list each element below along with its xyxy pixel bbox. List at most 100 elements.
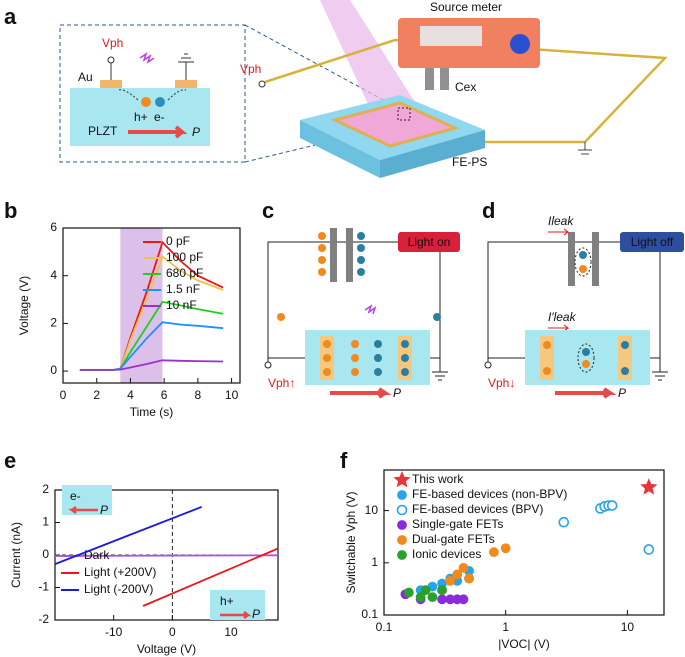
y-tick-label: -2 (38, 612, 49, 626)
wire (264, 38, 668, 144)
label: h+ (134, 110, 148, 124)
label: FE-PS (452, 155, 487, 169)
y-tick-label: -1 (38, 580, 49, 594)
x-tick-label: 4 (127, 388, 134, 402)
ground (652, 362, 668, 381)
label: Au (78, 70, 93, 84)
charge (579, 251, 587, 259)
x-tick-label: -10 (105, 625, 123, 639)
electron (155, 97, 165, 107)
star-marker (393, 471, 411, 488)
substrate (380, 130, 485, 178)
star-marker (640, 478, 658, 495)
point (558, 516, 570, 528)
legend-label: Single-gate FETs (412, 517, 503, 531)
x-tick-label: 1 (502, 620, 509, 634)
point (415, 592, 426, 603)
badge-text: Light off (631, 235, 674, 249)
light (364, 304, 377, 315)
series-line (54, 506, 203, 565)
series-line (79, 359, 224, 371)
electrode (100, 80, 122, 88)
point (397, 520, 407, 530)
label: P (100, 503, 108, 517)
label: Source meter (430, 0, 502, 14)
legend-label: Dark (84, 548, 110, 562)
point (488, 547, 499, 558)
knob (510, 34, 530, 54)
legend-label: Ionic devices (412, 547, 481, 561)
charges (323, 340, 359, 376)
legend-label: 680 pF (166, 266, 203, 280)
badge (620, 232, 684, 252)
series-line (142, 547, 279, 607)
terminal (264, 361, 272, 369)
ground (178, 53, 194, 80)
point (458, 562, 469, 573)
y-tick-label: 0.1 (361, 607, 378, 621)
point (420, 585, 431, 595)
y-tick-label: 0 (50, 363, 57, 377)
legend-label: 100 pF (166, 250, 203, 264)
label: PLZT (88, 124, 118, 138)
circuit (267, 241, 441, 362)
x-tick-label: 8 (195, 388, 202, 402)
charges (277, 232, 326, 321)
label: h+ (220, 594, 234, 608)
legend-label: Light (+200V) (84, 565, 156, 579)
electrode (540, 336, 554, 380)
ground (432, 362, 448, 381)
point (500, 543, 511, 554)
y-tick-label: 1 (42, 515, 49, 529)
y-tick-label: 1 (371, 555, 378, 569)
charge (579, 265, 587, 273)
zoom-box (397, 107, 411, 121)
x-axis-label: |VOC| (V) (498, 637, 550, 651)
label: P (252, 607, 260, 621)
electrode (618, 336, 632, 380)
point (397, 550, 407, 560)
panel-label: b (4, 198, 17, 223)
panel-label: d (482, 198, 495, 223)
plzt-slab (70, 88, 210, 146)
terminal (484, 361, 492, 369)
inset-arrow (220, 611, 252, 619)
fe-film (330, 101, 460, 148)
light (139, 52, 155, 64)
x-tick-label: 0.1 (376, 620, 393, 634)
legend-label: 10 nF (166, 298, 197, 312)
label: P (618, 386, 626, 400)
label: Vph (240, 62, 261, 76)
legend-label: This work (412, 472, 464, 486)
series-line (54, 554, 279, 557)
panel-label: e (4, 448, 16, 473)
display (420, 26, 482, 46)
label: I′leak (548, 310, 577, 324)
legend-label: Dual-gate FETs (412, 532, 495, 546)
point (464, 573, 474, 584)
point (396, 504, 408, 516)
substrate (300, 120, 380, 178)
panel-label: c (262, 198, 274, 223)
x-axis-label: Voltage (V) (137, 642, 196, 656)
legend-label: 1.5 nF (166, 282, 200, 296)
recombination (574, 247, 592, 277)
polarization-arrow (330, 387, 392, 399)
point (445, 576, 456, 586)
terminal (107, 56, 115, 64)
label: e- (154, 110, 165, 124)
capacitor-plate (330, 228, 337, 282)
plot-frame (383, 469, 665, 616)
label: Vph↓ (488, 376, 515, 390)
label: P (192, 125, 200, 139)
point (452, 569, 463, 580)
panel-label: f (340, 448, 348, 473)
current-arrow (548, 228, 570, 236)
polarization-arrow (555, 387, 617, 399)
label: P (393, 386, 401, 400)
panel-label: a (4, 4, 17, 29)
legend-label: 0 pF (166, 234, 190, 248)
charges (582, 341, 629, 375)
y-tick-label: 2 (42, 482, 49, 496)
